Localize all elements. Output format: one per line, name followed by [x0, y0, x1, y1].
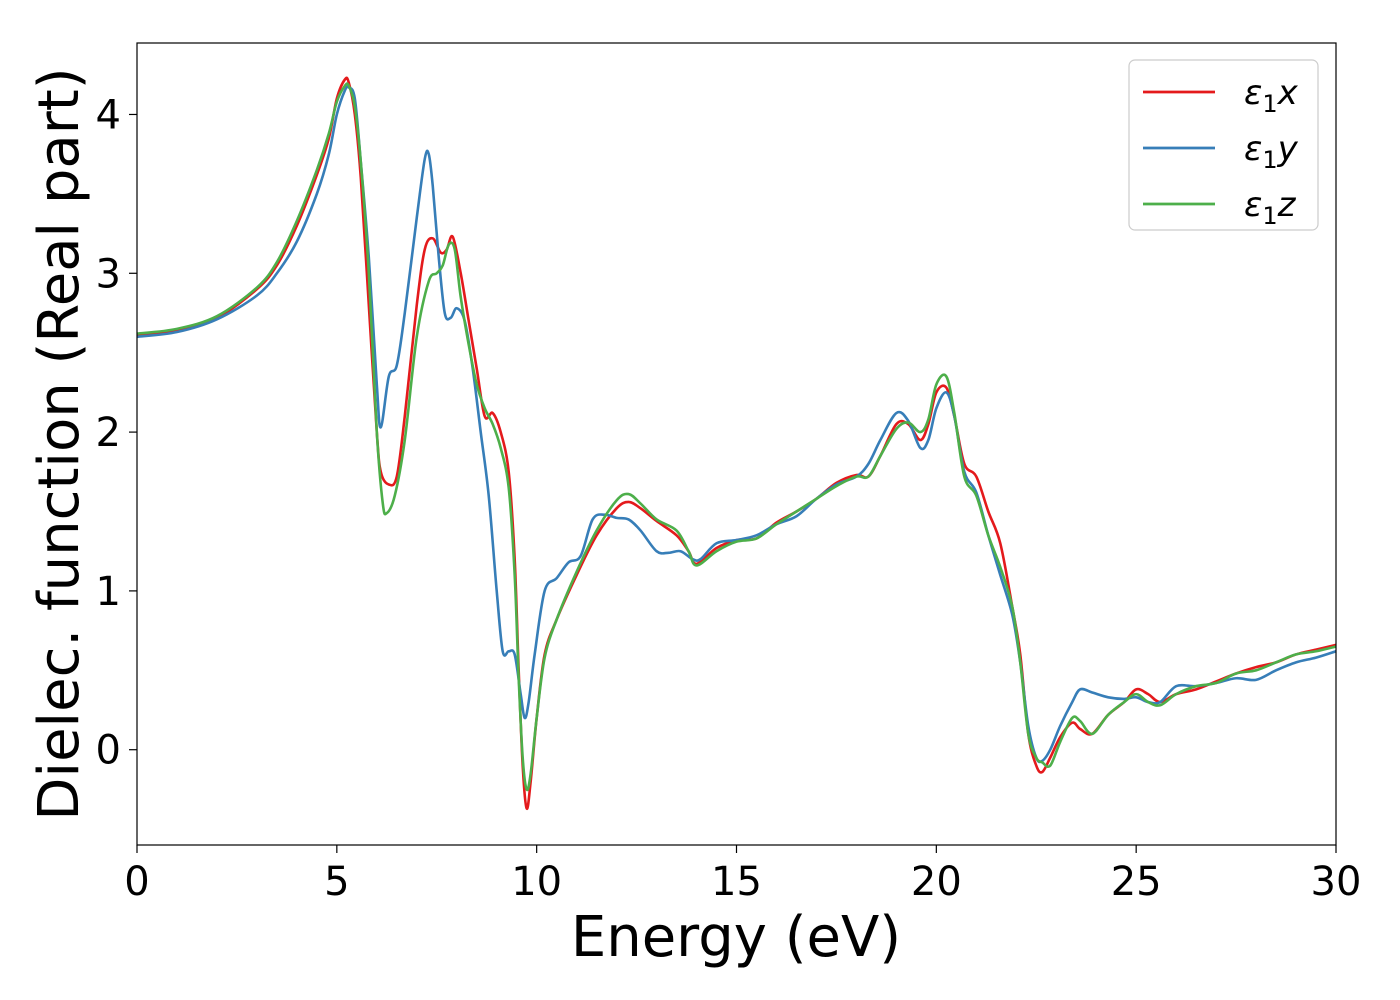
- x-tick-label: 20: [911, 859, 962, 905]
- series-line-z: [137, 82, 1336, 792]
- x-tick-label: 25: [1111, 859, 1162, 905]
- x-tick-label: 30: [1311, 859, 1362, 905]
- y-tick-label: 1: [96, 569, 121, 615]
- y-tick-label: 0: [96, 728, 121, 774]
- x-tick-label: 15: [711, 859, 762, 905]
- x-axis: 0 5 10 15 20 25 30: [124, 845, 1361, 905]
- y-tick-label: 3: [96, 251, 121, 297]
- x-tick-label: 5: [324, 859, 349, 905]
- x-tick-label: 0: [124, 859, 149, 905]
- legend-label-x: ε1x: [1244, 73, 1299, 118]
- y-axis: 0 1 2 3 4: [96, 92, 137, 774]
- y-axis-title: Dielec. function (Real part): [27, 67, 92, 820]
- y-tick-label: 4: [96, 92, 121, 138]
- legend-label-z: ε1z: [1244, 185, 1297, 230]
- series-layer: [137, 76, 1336, 810]
- legend-label-y: ε1y: [1244, 129, 1299, 174]
- y-tick-label: 2: [96, 410, 121, 456]
- x-axis-title: Energy (eV): [571, 905, 901, 970]
- series-line-y: [137, 85, 1336, 764]
- legend: ε1x ε1y ε1z: [1128, 59, 1319, 231]
- x-tick-label: 10: [511, 859, 562, 905]
- legend-box: [1128, 59, 1319, 231]
